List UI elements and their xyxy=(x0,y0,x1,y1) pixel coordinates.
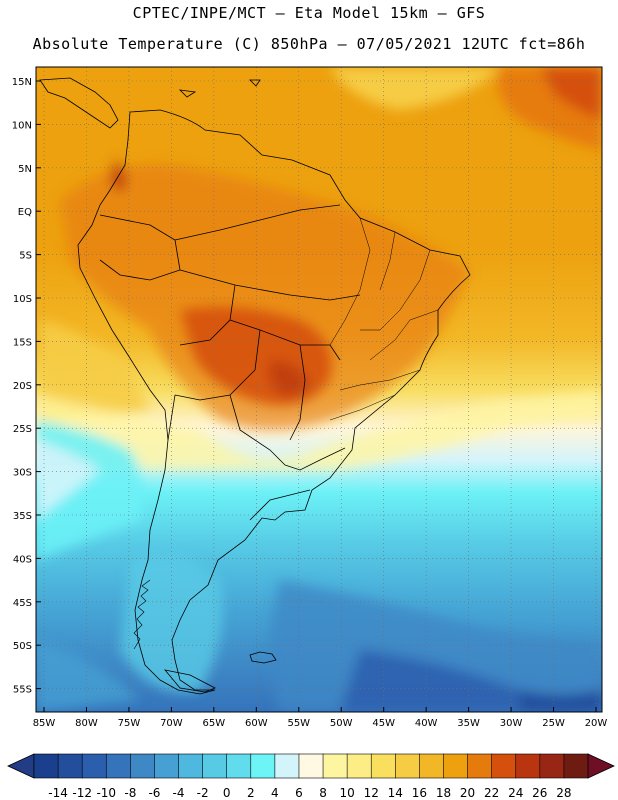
colorbar-swatch xyxy=(57,753,83,779)
lat-label: 10S xyxy=(13,294,32,305)
colorbar-label: -10 xyxy=(96,786,116,800)
colorbar-label: 10 xyxy=(339,786,354,800)
colorbar-swatch xyxy=(563,753,589,779)
colorbar-label: -2 xyxy=(197,786,209,800)
lon-label: 25W xyxy=(542,718,565,729)
colorbar-swatch xyxy=(274,753,300,779)
coastlines xyxy=(39,77,471,695)
lat-label: 5N xyxy=(18,164,32,175)
lat-label: 35S xyxy=(13,511,32,522)
map-frame xyxy=(35,66,603,713)
lat-label: 10N xyxy=(12,120,32,131)
colorbar-swatch xyxy=(370,753,397,779)
colorbar-label: -6 xyxy=(148,786,160,800)
lat-label: 50S xyxy=(13,641,32,652)
colorbar-swatch xyxy=(467,753,493,779)
colorbar-under-arrow xyxy=(7,753,35,779)
lon-label: 45W xyxy=(372,718,395,729)
colorbar-label: 14 xyxy=(388,786,403,800)
colorbar-label: 0 xyxy=(223,786,231,800)
colorbar-swatch xyxy=(178,753,204,779)
map-title-line-1: CPTEC/INPE/MCT – Eta Model 15km – GFS xyxy=(132,4,486,22)
lat-label: 40S xyxy=(13,554,32,565)
lon-label: 60W xyxy=(245,718,268,729)
colorbar-swatch xyxy=(33,753,59,779)
colorbar-swatch xyxy=(539,753,565,779)
colorbar-swatch xyxy=(515,753,541,779)
lat-label: 25S xyxy=(13,424,32,435)
map-title-line-2: Absolute Temperature (C) 850hPa – 07/05/… xyxy=(32,35,586,53)
colorbar-label: 2 xyxy=(247,786,255,800)
colorbar-label: -4 xyxy=(173,786,185,800)
lat-label: 5S xyxy=(19,251,32,262)
lon-label: 65W xyxy=(203,718,226,729)
lon-label: 55W xyxy=(287,718,310,729)
lon-label: 85W xyxy=(33,718,56,729)
colorbar-label: 4 xyxy=(271,786,279,800)
lat-label: 15S xyxy=(13,337,32,348)
lon-label: 75W xyxy=(118,718,141,729)
colorbar-swatch xyxy=(130,753,156,779)
colorbar-swatch xyxy=(491,753,517,779)
colorbar-label: -14 xyxy=(48,786,68,800)
lon-label: 20W xyxy=(585,718,608,729)
lon-label: 30W xyxy=(500,718,523,729)
lat-label: 30S xyxy=(13,468,32,479)
lon-label: 70W xyxy=(160,718,183,729)
colorbar-label: 26 xyxy=(532,786,547,800)
lon-label: 40W xyxy=(415,718,438,729)
longitude-axis: 85W 80W 75W 70W 65W 60W 55W 50W 45W 40W 35W 30W 25W 2… xyxy=(33,707,608,729)
lon-label: 35W xyxy=(457,718,480,729)
falkland-islands xyxy=(249,651,277,664)
latitude-axis: 15N 10N 5N EQ 5S 10S 15S 20S 25S 30S 35S 40S 45S 50S 5… xyxy=(12,77,41,696)
colorbar-label: 8 xyxy=(319,786,327,800)
lat-label: 45S xyxy=(13,598,32,609)
lon-label: 50W xyxy=(330,718,353,729)
colorbar-swatch xyxy=(226,753,252,779)
colorbar-swatch xyxy=(298,753,324,779)
colorbar-label: -12 xyxy=(72,786,92,800)
colorbar-over-arrow xyxy=(587,753,615,779)
colorbar-swatch xyxy=(81,753,107,779)
lat-label: 15N xyxy=(12,77,32,88)
colorbar-label: 18 xyxy=(436,786,451,800)
central-america-coastline xyxy=(39,77,119,129)
lat-label: 55S xyxy=(13,685,32,696)
colorbar-label: 28 xyxy=(556,786,571,800)
temperature-field xyxy=(36,67,602,712)
colorbar-label: 20 xyxy=(460,786,475,800)
colorbar-label: -8 xyxy=(124,786,136,800)
colorbar-label: 12 xyxy=(364,786,379,800)
colorbar-swatch xyxy=(250,753,276,779)
lat-label: EQ xyxy=(18,207,32,218)
colorbar-label: 6 xyxy=(295,786,303,800)
colorbar-label: 24 xyxy=(508,786,523,800)
colorbar-swatch xyxy=(105,753,132,779)
colorbar-swatch xyxy=(322,753,348,779)
colorbar: -14 -12 -10 -8 -6 -4 -2 0 2 4 6 8 10 12 14 16 18 20 22 24 26… xyxy=(7,753,615,800)
lon-label: 80W xyxy=(75,718,98,729)
colorbar-swatch xyxy=(154,753,180,779)
lat-label: 20S xyxy=(13,381,32,392)
colorbar-label: 22 xyxy=(484,786,499,800)
colorbar-swatch xyxy=(202,753,228,779)
colorbar-label: 16 xyxy=(412,786,427,800)
colorbar-swatch xyxy=(395,753,421,779)
colorbar-swatch xyxy=(346,753,372,779)
colorbar-swatch xyxy=(443,753,469,779)
colorbar-swatch xyxy=(419,753,445,779)
